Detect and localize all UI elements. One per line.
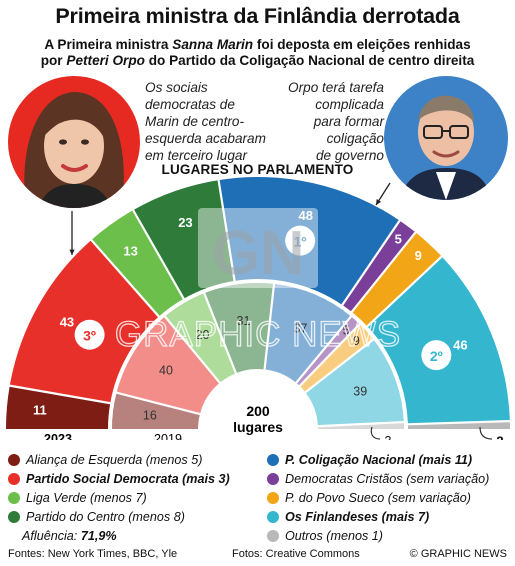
rank-badge-sdp	[74, 319, 105, 350]
legend-swatch	[8, 511, 20, 523]
seat-label-2023-outros: 2	[496, 434, 503, 441]
quote-left: Os sociais democratas de Marin de centro-e…	[145, 80, 266, 163]
inner-ring-label: 2019	[154, 432, 182, 440]
seat-wedge-2019-alianca	[112, 392, 200, 429]
footer-credit: © GRAPHIC NEWS	[409, 548, 507, 560]
seat-label-2023-centro: 23	[178, 215, 192, 230]
sanna-marin-photo	[8, 76, 140, 208]
legend-item-ps: Os Finlandeses (mais 7)	[267, 510, 429, 524]
outer-ring-label: 2023	[44, 432, 72, 440]
seat-wedge-2023-outros	[407, 421, 510, 429]
legend-swatch	[8, 454, 20, 466]
seat-label-2023-alianca: 11	[33, 403, 47, 418]
seat-label-2023-sdp: 43	[60, 314, 74, 329]
legend-swatch	[267, 492, 279, 504]
seat-label-2023-ps: 46	[453, 338, 467, 353]
legend-swatch	[267, 473, 279, 485]
total-seats-number: 200	[246, 403, 270, 419]
seat-label-2019-sdp: 40	[159, 364, 173, 378]
seat-wedge-2019-centro	[204, 283, 275, 374]
legend-swatch	[267, 454, 279, 466]
legend-item-centro: Partido do Centro (menos 8)	[8, 510, 185, 524]
seat-wedge-2023-centro	[133, 180, 235, 299]
seat-label-2023-verde: 13	[123, 243, 137, 258]
seat-label-2019-verde: 20	[196, 328, 210, 342]
chart-title: LUGARES NO PARLAMENTO	[161, 162, 354, 177]
seat-label-2023-kd: 5	[395, 232, 402, 247]
legend-swatch	[8, 492, 20, 504]
seat-label-2019-kd: 5	[343, 324, 350, 338]
legend-item-kok: P. Coligação Nacional (mais 11)	[267, 453, 472, 467]
seat-wedge-2019-kd	[296, 316, 360, 386]
subtitle-line-2: por Petteri Orpo do Partido da Coligação…	[40, 53, 475, 68]
seat-wedge-2023-kd	[342, 220, 416, 312]
legend-item-outros: Outros (menos 1)	[267, 529, 383, 543]
seat-wedge-2019-rkp	[299, 324, 374, 393]
legend-swatch	[8, 473, 20, 485]
legend-item-sdp: Partido Social Democrata (mais 3)	[8, 472, 230, 486]
rank-badge-label-kok: 1º	[294, 234, 307, 250]
seat-wedge-2023-rkp	[351, 232, 442, 327]
legend-item-kd: Democratas Cristãos (sem variação)	[267, 472, 489, 486]
legend-swatch	[267, 530, 279, 542]
arrow-head	[376, 199, 382, 205]
seat-label-2019-outros: 3	[385, 434, 392, 440]
page-title: Primeira ministra da Finlândia derrotada	[55, 4, 460, 28]
leader-hook	[479, 426, 493, 440]
seat-label-2019-kok: 37	[294, 322, 308, 336]
legend-item-alianca: Aliança de Esquerda (menos 5)	[8, 453, 202, 467]
seat-label-2023-rkp: 9	[415, 248, 422, 263]
legend-swatch	[267, 511, 279, 523]
seat-wedge-2023-alianca	[6, 385, 111, 429]
rank-badge-label-sdp: 3º	[83, 328, 96, 344]
seat-wedge-2023-verde	[91, 210, 184, 317]
leader-hook	[370, 426, 381, 440]
inner-ring-2019	[112, 283, 404, 429]
rank-badge-label-ps: 2º	[430, 348, 443, 364]
rank-badge-ps	[421, 340, 452, 371]
legend-item-verde: Liga Verde (menos 7)	[8, 491, 147, 505]
legend-item-rkp: P. do Povo Sueco (sem variação)	[267, 491, 471, 505]
seat-label-2019-centro: 31	[237, 314, 251, 328]
petteri-orpo-photo	[384, 76, 508, 200]
quote-right: Orpo terá tarefa complicada para formar col…	[288, 80, 384, 163]
total-seats-label: lugares	[233, 419, 283, 435]
seat-wedge-2019-sdp	[116, 316, 220, 415]
seat-wedge-2019-kok	[264, 283, 352, 383]
seat-label-2023-kok: 48	[299, 208, 313, 223]
subtitle-line-1: A Primeira ministra Sanna Marin foi depo…	[44, 37, 471, 52]
seat-label-2019-alianca: 16	[143, 408, 157, 422]
footer-sources: Fontes: New York Times, BBC, Yle	[8, 548, 178, 560]
seat-label-2019-rkp: 9	[353, 334, 360, 348]
seat-wedge-2019-ps	[305, 339, 404, 427]
rank-badge-kok	[285, 225, 316, 256]
seat-label-2019-ps: 39	[353, 384, 367, 398]
seat-wedge-2019-verde	[164, 293, 236, 383]
footer-photos: Fotos: Creative Commons	[232, 548, 360, 560]
turnout: Afluência: 71,9%	[22, 529, 117, 543]
arrow-head	[69, 249, 75, 255]
